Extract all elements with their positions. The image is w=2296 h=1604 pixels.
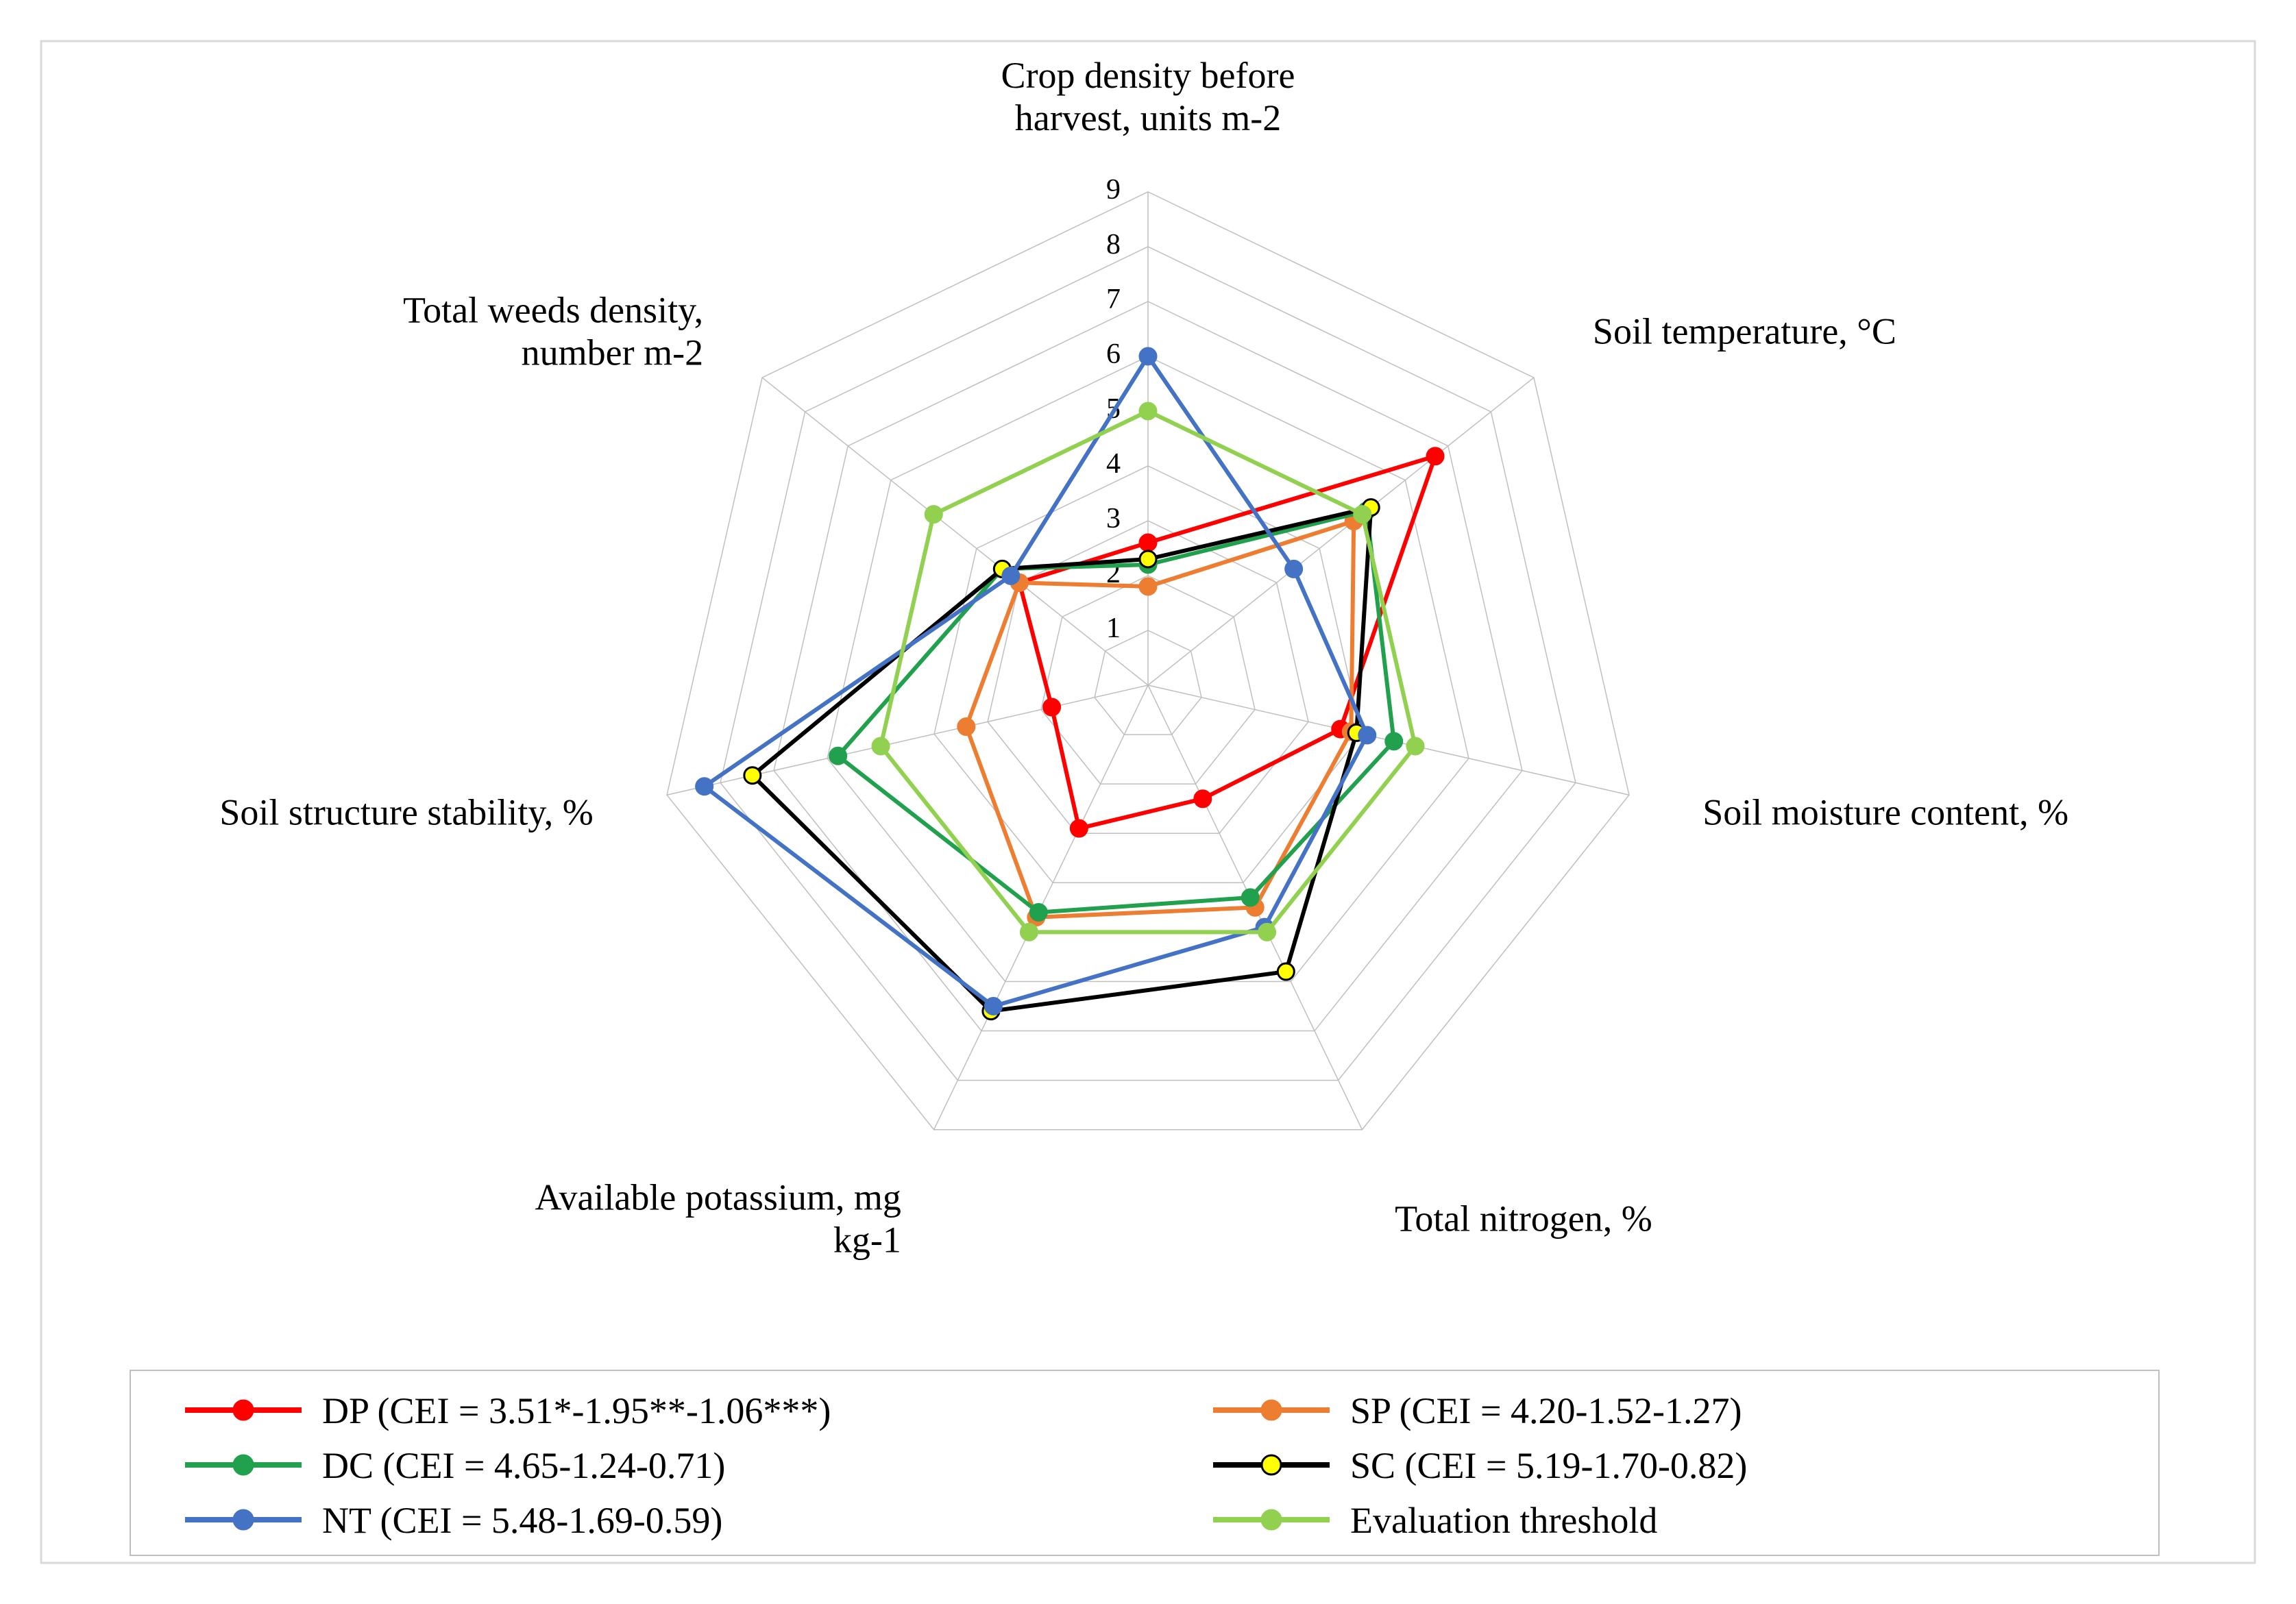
series-marker-ET — [1259, 924, 1275, 940]
radar-ring-label: 1 — [1106, 613, 1121, 644]
legend-label: Evaluation threshold — [1350, 1500, 1657, 1541]
radar-ring-label: 9 — [1106, 174, 1121, 206]
legend-swatch-marker — [234, 1510, 253, 1529]
legend-label: SP (CEI = 4.20-1.52-1.27) — [1350, 1390, 1742, 1431]
radar-ring-label: 4 — [1106, 448, 1121, 480]
radar-chart-svg: 123456789Crop density beforeharvest, uni… — [0, 0, 2296, 1604]
series-marker-SP — [1140, 578, 1156, 595]
legend-swatch-marker — [1262, 1401, 1281, 1420]
series-marker-SC — [744, 767, 761, 784]
series-marker-DP — [1427, 448, 1443, 465]
legend-label: SC (CEI = 5.19-1.70-0.82) — [1350, 1445, 1747, 1486]
series-marker-DP — [1044, 699, 1060, 715]
radar-chart-figure: 123456789Crop density beforeharvest, uni… — [0, 0, 2296, 1604]
series-marker-SC — [1278, 963, 1294, 980]
series-marker-DC — [1386, 733, 1402, 750]
series-marker-NT — [985, 998, 1001, 1015]
legend-label: DP (CEI = 3.51*-1.95**-1.06***) — [322, 1390, 831, 1431]
series-marker-ET — [1140, 403, 1156, 419]
series-marker-ET — [872, 738, 889, 754]
series-marker-NT — [1286, 560, 1302, 577]
radar-ring-label: 6 — [1106, 338, 1121, 370]
series-marker-DP — [1195, 791, 1211, 807]
series-marker-SP — [958, 719, 975, 735]
radar-axis-label: Soil structure stability, % — [219, 792, 593, 833]
series-marker-DC — [830, 748, 846, 764]
legend-label: NT (CEI = 5.48-1.69-0.59) — [322, 1500, 722, 1541]
legend-swatch-marker — [1262, 1455, 1281, 1475]
series-marker-NT — [1140, 348, 1156, 365]
series-marker-DC — [1030, 904, 1047, 921]
series-marker-NT — [1359, 727, 1376, 743]
series-marker-NT — [696, 778, 713, 795]
legend-swatch-marker — [234, 1401, 253, 1420]
series-marker-ET — [1407, 738, 1424, 754]
series-marker-ET — [1021, 924, 1037, 940]
radar-axis-label: Soil moisture content, % — [1702, 792, 2068, 833]
series-marker-DP — [1140, 534, 1156, 551]
series-marker-ET — [1354, 506, 1371, 523]
radar-ring-label: 3 — [1106, 503, 1121, 534]
series-marker-ET — [925, 506, 942, 523]
series-marker-DC — [1242, 889, 1258, 906]
legend-swatch-marker — [234, 1455, 253, 1475]
legend-swatch-marker — [1262, 1510, 1281, 1529]
radar-axis-label: Soil temperature, °C — [1593, 310, 1896, 351]
radar-axis-label: Total nitrogen, % — [1395, 1198, 1652, 1239]
radar-ring-label: 7 — [1106, 284, 1121, 315]
legend-label: DC (CEI = 4.65-1.24-0.71) — [322, 1445, 725, 1486]
series-marker-NT — [1003, 567, 1019, 584]
radar-ring-label: 8 — [1106, 229, 1121, 260]
series-marker-SC — [1140, 551, 1156, 567]
series-marker-DP — [1071, 820, 1087, 837]
